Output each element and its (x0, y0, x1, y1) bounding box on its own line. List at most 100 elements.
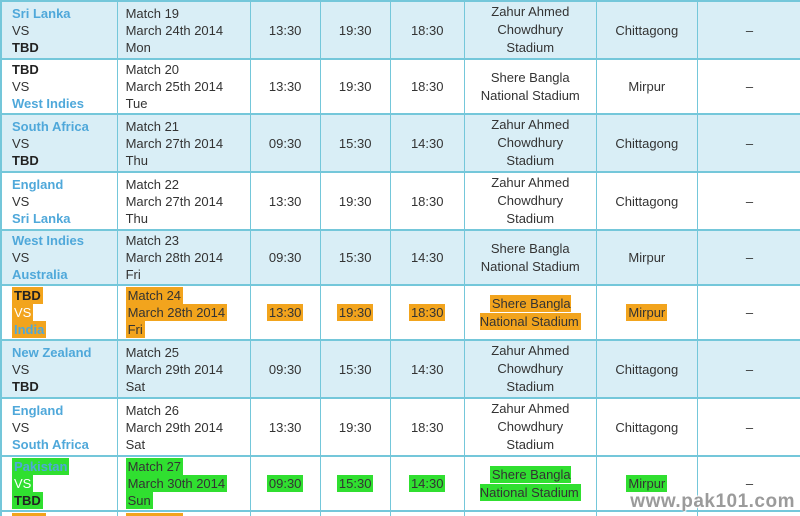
teams-cell: England VS South Africa (0, 397, 118, 457)
time1-value: 13:30 (268, 193, 302, 209)
teams-cell: TBD VS India (0, 284, 118, 341)
time1-cell: 09:30 (249, 339, 321, 399)
result-value: – (745, 305, 754, 320)
match-day-line: Sat (126, 378, 246, 395)
teams-cell: India VS Australia (0, 510, 118, 516)
team1-link[interactable]: South Africa (12, 118, 89, 134)
match-date: March 29th 2014 (125, 419, 224, 435)
team1-line: TBD (12, 61, 113, 78)
vs-line: VS (12, 135, 113, 152)
time3-value: 14:30 (410, 250, 444, 265)
team1-link[interactable]: Sri Lanka (12, 5, 71, 21)
table-row: England VS South Africa Match 26 March 2… (0, 397, 800, 457)
time2-cell: 19:30 (319, 0, 391, 60)
team2-link[interactable]: India (12, 321, 47, 338)
match-info-cell: Match 20 March 25th 2014 Tue (116, 58, 251, 115)
vs-label: VS (12, 304, 34, 321)
match-number: Match 19 (125, 5, 180, 21)
team1-link[interactable]: Pakistan (12, 458, 70, 475)
team2-line: TBD (12, 152, 113, 169)
team2-link[interactable]: Australia (12, 267, 68, 282)
teams-cell: TBD VS West Indies (0, 58, 118, 115)
match-day-line: Thu (126, 210, 246, 227)
city-cell: Chittagong (595, 397, 698, 457)
team1-link[interactable]: West Indies (12, 233, 85, 248)
stadium-cell: Zahur Ahmed Chowdhury Stadium (463, 397, 597, 457)
team1-link[interactable]: England (12, 176, 64, 192)
match-date-line: March 27th 2014 (126, 135, 246, 152)
time1-value: 09:30 (268, 361, 302, 377)
city-cell: Mirpur (595, 58, 698, 115)
match-day: Sat (125, 436, 146, 452)
match-day: Thu (125, 152, 148, 168)
team1-line: South Africa (12, 118, 113, 135)
team1-line: New Zealand (12, 344, 113, 361)
teams-cell: West Indies VS Australia (0, 229, 118, 286)
table-row: South Africa VS TBD Match 21 March 27th … (0, 113, 800, 173)
match-day: Sun (125, 492, 153, 509)
team2-line: West Indies (12, 95, 113, 112)
time1-value: 13:30 (268, 79, 302, 94)
match-day-line: Mon (126, 39, 246, 56)
time1-cell: 13:30 (249, 0, 321, 60)
match-info-cell: Match 19 March 24th 2014 Mon (116, 0, 251, 60)
team1-link[interactable]: England (12, 402, 64, 418)
team2-link[interactable]: South Africa (12, 436, 89, 452)
team2-link[interactable]: TBD (12, 39, 39, 55)
stadium-cell: Zahur Ahmed Chowdhury Stadium (463, 0, 597, 60)
team1-link[interactable]: TBD (12, 62, 39, 77)
vs-label: VS (12, 193, 30, 209)
team1-link[interactable]: TBD (12, 287, 43, 304)
team1-link[interactable]: New Zealand (12, 344, 92, 360)
stadium-name: Zahur Ahmed Chowdhury Stadium (491, 4, 570, 55)
team1-line: Pakistan (12, 458, 113, 475)
table-row: TBD VS West Indies Match 20 March 25th 2… (0, 58, 800, 115)
teams-cell: England VS Sri Lanka (0, 171, 118, 231)
result-cell: – (696, 284, 800, 341)
vs-line: VS (12, 22, 113, 39)
time1-cell: 13:30 (249, 58, 321, 115)
city-cell: Chittagong (595, 0, 698, 60)
time2-value: 15:30 (336, 475, 374, 492)
match-number: Match 23 (125, 233, 180, 248)
match-day-line: Sun (125, 492, 246, 509)
team2-link[interactable]: West Indies (12, 96, 85, 111)
team1-line: Sri Lanka (12, 5, 113, 22)
vs-label: VS (12, 79, 30, 94)
match-info-cell: Match 28 March 30th 2014 Sun (116, 510, 251, 516)
match-number-line: Match 23 (126, 232, 246, 249)
time1-cell: 09:30 (249, 455, 321, 512)
stadium-name: Shere Bangla National Stadium (480, 69, 580, 103)
time3-value: 18:30 (410, 419, 444, 435)
match-day: Fri (125, 267, 141, 282)
stadium-name: Zahur Ahmed Chowdhury Stadium (491, 401, 570, 452)
time1-value: 13:30 (268, 419, 302, 435)
vs-label: VS (12, 475, 34, 492)
match-number: Match 28 (125, 513, 184, 516)
stadium-name: Zahur Ahmed Chowdhury Stadium (491, 175, 570, 226)
team2-link[interactable]: TBD (12, 492, 43, 509)
match-day-line: Thu (126, 152, 246, 169)
match-day: Sat (125, 378, 146, 394)
result-value: – (745, 419, 754, 435)
team2-link[interactable]: TBD (12, 378, 39, 394)
result-value: – (745, 135, 754, 151)
team2-link[interactable]: Sri Lanka (12, 210, 71, 226)
result-cell: – (696, 113, 800, 173)
city-name: Mirpur (626, 475, 668, 492)
stadium-cell: Shere Bangla National Stadium (463, 510, 597, 516)
team1-link[interactable]: India (12, 513, 47, 516)
team1-line: England (12, 402, 113, 419)
team2-line: South Africa (12, 436, 113, 453)
result-cell: – (696, 229, 800, 286)
vs-line: VS (12, 419, 113, 436)
match-date-line: March 29th 2014 (126, 419, 246, 436)
match-info-cell: Match 22 March 27th 2014 Thu (116, 171, 251, 231)
team2-link[interactable]: TBD (12, 152, 39, 168)
teams-cell: South Africa VS TBD (0, 113, 118, 173)
stadium-name: Zahur Ahmed Chowdhury Stadium (491, 343, 570, 394)
table-row: Sri Lanka VS TBD Match 19 March 24th 201… (0, 0, 800, 60)
result-value: – (745, 193, 754, 209)
match-number-line: Match 20 (126, 61, 246, 78)
